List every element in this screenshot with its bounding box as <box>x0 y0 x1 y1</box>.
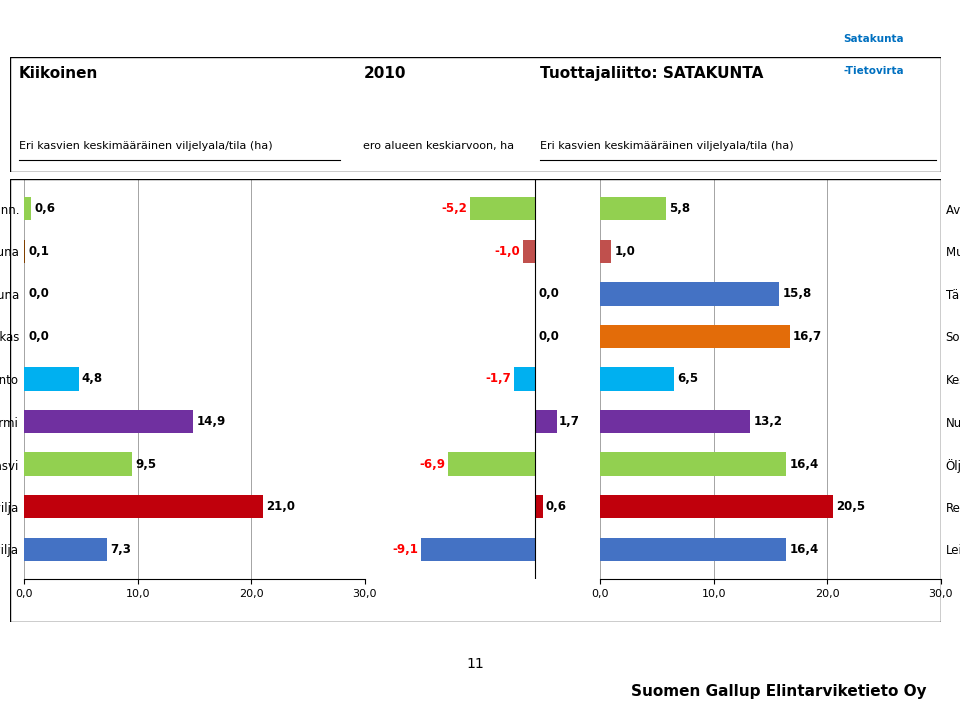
Bar <box>24 495 263 518</box>
Text: Eri kasvien keskimääräinen viljelyala/tila (ha): Eri kasvien keskimääräinen viljelyala/ti… <box>540 141 794 151</box>
Bar <box>24 538 107 561</box>
Text: 16,4: 16,4 <box>790 543 819 556</box>
Bar <box>448 453 536 475</box>
Text: -9,1: -9,1 <box>392 543 418 556</box>
Bar <box>600 240 612 263</box>
Text: 20,5: 20,5 <box>836 500 865 513</box>
Bar <box>514 368 536 390</box>
Bar <box>24 368 79 390</box>
Text: 15,8: 15,8 <box>783 287 812 300</box>
Text: 21,0: 21,0 <box>266 500 295 513</box>
Text: 13,2: 13,2 <box>754 415 782 428</box>
Text: 11: 11 <box>467 657 484 671</box>
Bar <box>600 197 666 220</box>
Text: Kiikoinen: Kiikoinen <box>19 66 98 82</box>
Text: 0,0: 0,0 <box>29 330 49 343</box>
Text: 4,8: 4,8 <box>82 373 103 385</box>
Bar <box>600 325 790 348</box>
Text: -6,9: -6,9 <box>420 458 445 470</box>
Text: Tuottajaliitto: SATAKUNTA: Tuottajaliitto: SATAKUNTA <box>540 66 764 82</box>
Text: 7,3: 7,3 <box>110 543 132 556</box>
Bar <box>24 240 25 263</box>
Bar <box>600 282 780 305</box>
Bar <box>600 495 833 518</box>
Bar <box>600 368 674 390</box>
Text: 0,0: 0,0 <box>539 287 560 300</box>
Bar <box>536 495 542 518</box>
Bar <box>24 410 193 433</box>
Text: 5,8: 5,8 <box>669 202 690 215</box>
Bar <box>600 410 750 433</box>
Text: Eri kasvien keskimääräinen viljelyala/tila (ha): Eri kasvien keskimääräinen viljelyala/ti… <box>19 141 273 151</box>
Text: ero alueen keskiarvoon, ha: ero alueen keskiarvoon, ha <box>364 141 515 151</box>
Bar <box>600 538 786 561</box>
Bar <box>469 197 536 220</box>
Bar <box>536 410 557 433</box>
Text: Suomen Gallup Elintarviketieto Oy: Suomen Gallup Elintarviketieto Oy <box>632 684 926 699</box>
Text: 16,7: 16,7 <box>793 330 823 343</box>
Text: 6,5: 6,5 <box>677 373 698 385</box>
Text: 14,9: 14,9 <box>197 415 226 428</box>
Text: 1,0: 1,0 <box>614 245 636 257</box>
Text: -5,2: -5,2 <box>442 202 468 215</box>
Text: 0,0: 0,0 <box>539 330 560 343</box>
Bar <box>24 453 132 475</box>
Text: -1,0: -1,0 <box>494 245 520 257</box>
Text: Satakunta: Satakunta <box>843 34 904 44</box>
Bar <box>522 240 536 263</box>
Text: 9,5: 9,5 <box>135 458 156 470</box>
Text: 0,6: 0,6 <box>35 202 56 215</box>
Text: -1,7: -1,7 <box>486 373 512 385</box>
Text: 1,7: 1,7 <box>559 415 580 428</box>
Text: 0,0: 0,0 <box>29 287 49 300</box>
Text: 2010: 2010 <box>364 66 406 82</box>
Text: 0,1: 0,1 <box>29 245 49 257</box>
Bar <box>600 453 786 475</box>
Bar <box>24 197 31 220</box>
FancyBboxPatch shape <box>10 57 941 172</box>
Text: 16,4: 16,4 <box>790 458 819 470</box>
Text: 0,6: 0,6 <box>545 500 566 513</box>
Bar <box>420 538 536 561</box>
Text: -Tietovirta: -Tietovirta <box>843 66 904 77</box>
